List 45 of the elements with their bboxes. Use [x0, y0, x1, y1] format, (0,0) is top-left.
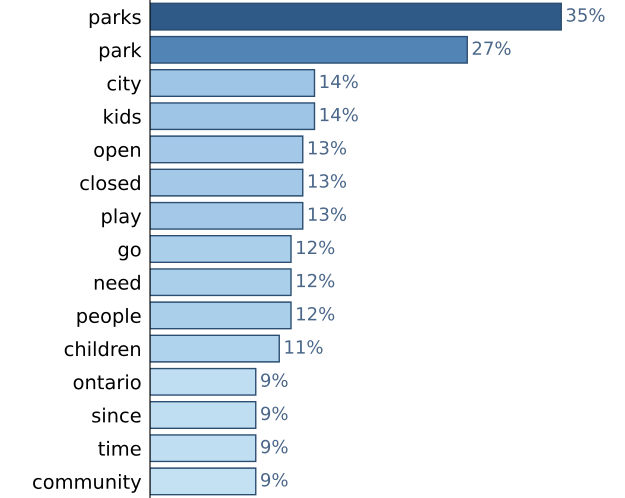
bar	[150, 2, 562, 31]
bar	[150, 168, 304, 197]
y-tick-label: closed	[80, 175, 140, 190]
y-tick-label: go	[118, 246, 141, 260]
data-label: 13%	[308, 140, 346, 155]
bar	[150, 401, 256, 429]
bar	[150, 36, 468, 64]
y-tick-label: children	[64, 341, 140, 356]
data-label: 13%	[308, 207, 346, 222]
bar	[150, 368, 256, 396]
data-label: 12%	[297, 240, 334, 254]
data-label: 27%	[472, 41, 511, 56]
y-tick-label: city	[108, 76, 142, 94]
y-tick-label: play	[102, 208, 142, 228]
bar	[150, 102, 316, 130]
y-tick-label: people	[78, 308, 141, 327]
bar	[150, 434, 256, 462]
y-tick-label: need	[94, 274, 140, 290]
y-tick-label: open	[94, 146, 140, 161]
y-tick-label: since	[92, 408, 141, 423]
data-label: 12%	[297, 306, 334, 321]
data-label: 13%	[308, 174, 346, 188]
y-tick-label: park	[100, 42, 142, 62]
data-label: 9%	[261, 472, 288, 487]
y-tick-label: time	[98, 440, 141, 456]
data-label: 11%	[285, 340, 323, 354]
data-label: 9%	[261, 406, 288, 420]
bar	[150, 235, 292, 263]
bar	[150, 467, 256, 496]
data-label: 9%	[261, 373, 288, 388]
bar	[150, 268, 292, 296]
bar	[150, 334, 280, 363]
data-label: 12%	[297, 274, 334, 288]
y-tick-label: ontario	[74, 374, 141, 390]
bar	[150, 301, 292, 330]
data-label: 14%	[320, 74, 358, 88]
bar	[150, 69, 316, 97]
bar	[150, 135, 304, 164]
data-label: 9%	[261, 440, 288, 454]
data-label: 35%	[566, 8, 605, 22]
bar	[150, 202, 304, 230]
data-label: 14%	[320, 108, 358, 122]
y-tick-label: community	[33, 474, 142, 493]
y-tick-label: kids	[104, 108, 141, 124]
y-tick-label: parks	[90, 9, 141, 28]
